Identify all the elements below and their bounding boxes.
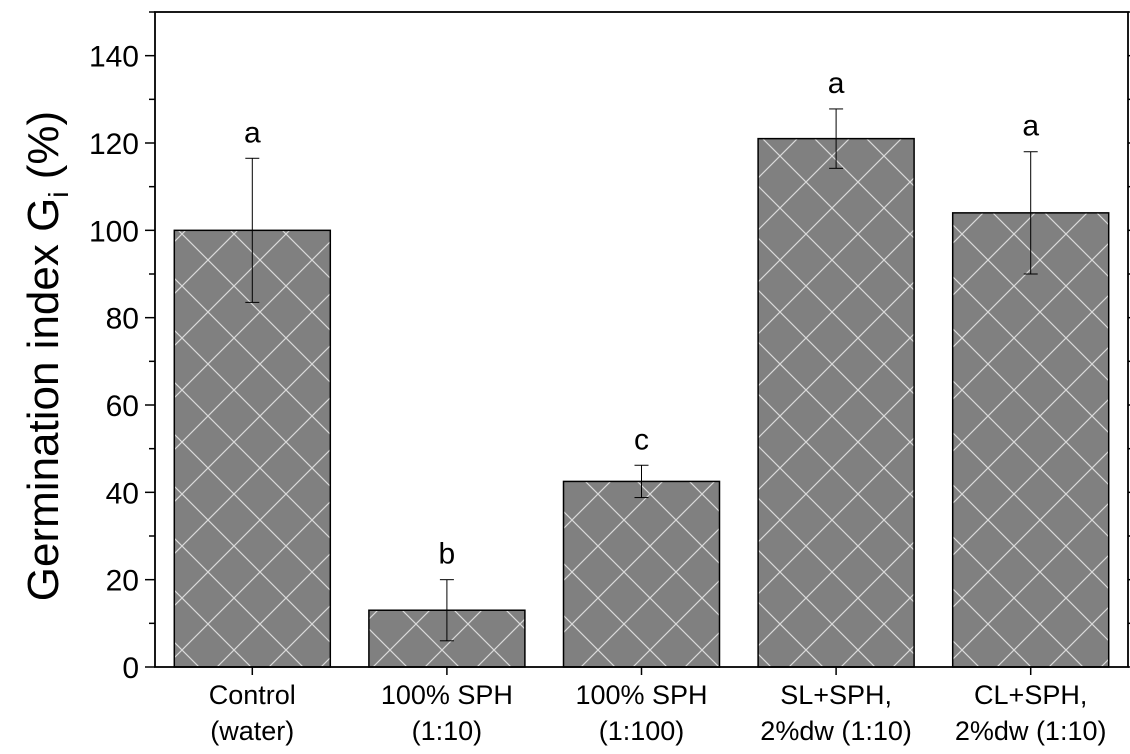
bar [757,137,915,668]
bar [951,212,1110,668]
x-tick-label: 100% SPH [575,680,707,710]
bar [562,480,721,668]
y-tick-label: 40 [106,477,139,510]
y-tick-label: 0 [122,652,139,685]
x-tick-label: (water) [210,716,294,746]
y-axis-label-main: Germination index G [19,198,68,602]
plot-frame [154,11,1129,668]
plot-area: a Control (water) b 100% SPH (1:10) c 100% SPH (… [89,11,1130,746]
y-axis-label: Germination index Gi (%) [19,111,74,601]
significance-letter: a [244,116,261,149]
y-tick-label: 60 [106,390,139,423]
x-tick-label: CL+SPH, [974,680,1087,710]
y-tick-label: 140 [89,41,139,74]
x-tick-label: (1:100) [599,716,685,746]
x-tick-label: 2%dw (1:10) [955,716,1107,746]
y-axis-label-unit: (%) [19,111,68,192]
x-tick-label: SL+SPH, [780,680,892,710]
x-tick-label: (1:10) [412,716,483,746]
y-axis-label-subscript: i [43,191,74,197]
x-tick-label: 2%dw (1:10) [760,716,912,746]
x-tick-label: 100% SPH [381,680,513,710]
significance-letter: a [828,67,845,100]
y-tick-label: 20 [106,565,139,598]
significance-letter: c [634,423,649,456]
bar [173,229,332,668]
y-tick-label: 80 [106,303,139,336]
significance-letter: a [1022,110,1039,143]
y-tick-label: 100 [89,215,139,248]
significance-letter: b [439,538,456,571]
y-tick-label: 120 [89,128,139,161]
x-tick-label: Control [209,680,296,710]
